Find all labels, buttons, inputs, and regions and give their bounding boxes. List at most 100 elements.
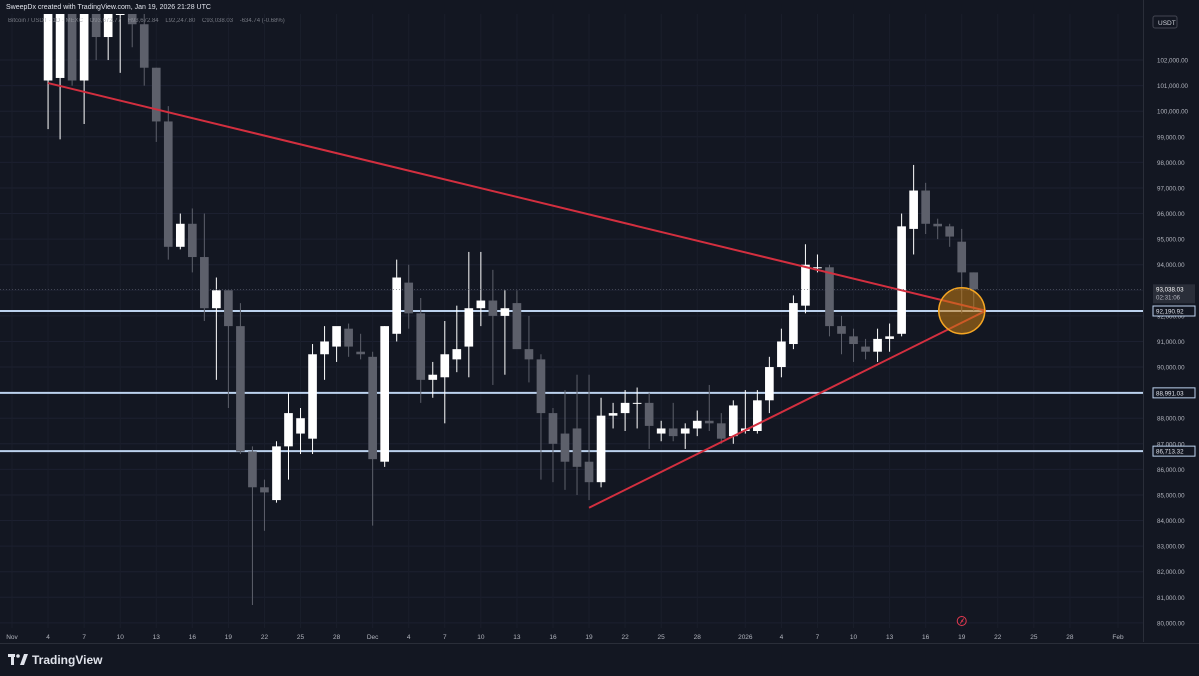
candle (500, 290, 510, 375)
level-price-tag-label: 88,991.03 (1156, 390, 1184, 397)
candle (789, 295, 798, 350)
candle (344, 323, 353, 357)
candle (416, 297, 426, 403)
candle-body (308, 354, 317, 439)
candle (921, 182, 930, 235)
candle (404, 264, 414, 329)
trendline (47, 82, 986, 312)
candle (656, 420, 666, 442)
candle-body (43, 14, 53, 81)
candle (548, 407, 558, 483)
price-tick-label: 83,000.00 (1157, 544, 1185, 551)
candle-body (452, 349, 462, 360)
time-tick-label: 4 (780, 634, 784, 641)
candle (260, 479, 269, 531)
candle (524, 315, 534, 383)
candle (476, 251, 486, 327)
candle-body (644, 402, 654, 426)
candle-body (236, 326, 245, 452)
candle-body (91, 14, 101, 38)
candle (224, 290, 233, 408)
price-tick-label: 91,000.00 (1157, 339, 1185, 346)
candle (115, 14, 125, 73)
time-tick-label: 7 (443, 634, 447, 641)
time-tick-label: 22 (261, 634, 269, 641)
candle-body (187, 223, 197, 258)
candle-body (260, 487, 269, 493)
candle (620, 390, 630, 432)
price-tick-label: 84,000.00 (1157, 518, 1185, 525)
price-tick-label: 82,000.00 (1157, 569, 1185, 576)
candle (765, 356, 774, 414)
candle-body (416, 313, 426, 380)
time-tick-label: 28 (1066, 634, 1074, 641)
candle (692, 410, 702, 437)
level-price-tag: 88,991.03 (1152, 387, 1196, 399)
highlight-circle (938, 287, 986, 335)
candle (284, 392, 293, 480)
candle-body (524, 349, 534, 360)
candle (308, 344, 317, 455)
candle-body (320, 341, 329, 355)
candle (536, 354, 546, 480)
candle (584, 374, 594, 501)
candle-body (332, 326, 341, 347)
candle-body (692, 420, 702, 429)
price-tick-label: 92,000.00 (1157, 313, 1185, 320)
price-tick-label: 98,000.00 (1157, 160, 1185, 167)
time-tick-label: Nov (6, 634, 18, 641)
candle-body (139, 24, 149, 68)
candle-body (753, 400, 762, 432)
candle-body (224, 290, 233, 327)
legend-high: H93,672.84 (127, 18, 159, 24)
price-tick-label: 94,000.00 (1157, 262, 1185, 269)
price-tick-label: 96,000.00 (1157, 211, 1185, 218)
candle (392, 259, 402, 342)
candle-body (789, 303, 798, 345)
time-tick-label: 25 (658, 634, 666, 641)
time-tick-label: 28 (694, 634, 702, 641)
candle-body (873, 338, 882, 352)
candle-body (356, 351, 365, 355)
candle-body (512, 303, 522, 350)
candle (43, 14, 53, 130)
event-marker-glyph (959, 618, 965, 624)
candle (380, 326, 390, 467)
candle-body (67, 14, 77, 81)
candle-body (825, 267, 834, 327)
candle-body (716, 423, 726, 439)
footer-bar (0, 648, 1199, 676)
legend-change: -634.74 (-0.68%) (239, 18, 285, 24)
time-tick-label: 22 (994, 634, 1002, 641)
candle-body (945, 226, 955, 237)
candle-body (476, 300, 486, 309)
price-axis: 80,000.00 81,000.00 82,000.00 83,000.00 84,0… (1152, 58, 1196, 627)
event-marker-ring (956, 616, 967, 626)
time-tick-label: Dec (367, 634, 379, 641)
candle (825, 264, 834, 337)
candle (428, 361, 438, 398)
tradingview-logo[interactable]: TradingView (8, 653, 102, 667)
tradingview-logo-icon (8, 654, 28, 665)
candle-body (404, 282, 414, 314)
price-tick-label: 101,000.00 (1157, 83, 1189, 90)
candle-body (680, 428, 690, 434)
legend-close: C93,038.03 (202, 18, 234, 24)
candle (945, 223, 955, 247)
candle (704, 384, 714, 432)
candle (332, 326, 341, 362)
price-tick-label: 86,000.00 (1157, 467, 1185, 474)
candle-body (392, 277, 402, 334)
candle (163, 106, 173, 260)
time-tick-label: 13 (513, 634, 521, 641)
currency-badge-box (1152, 15, 1178, 29)
currency-badge: USDT (1152, 15, 1178, 29)
candle-body (212, 290, 221, 309)
candle (368, 351, 377, 526)
price-tick-label: 80,000.00 (1157, 620, 1185, 627)
price-tick-label: 100,000.00 (1157, 109, 1189, 116)
candle (320, 326, 329, 380)
candle-body (175, 223, 185, 247)
